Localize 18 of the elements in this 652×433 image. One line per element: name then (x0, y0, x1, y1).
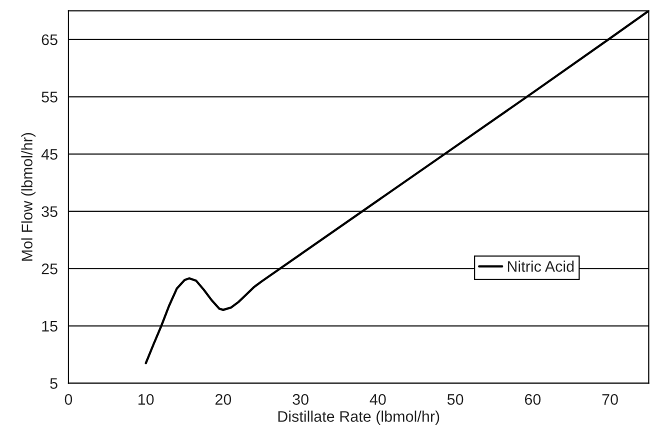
x-tick-label: 0 (64, 394, 72, 405)
x-tick-label: 40 (370, 394, 386, 405)
x-tick-label: 10 (138, 394, 154, 405)
y-tick-label: 65 (42, 34, 58, 46)
x-tick-label: 70 (602, 394, 618, 405)
y-tick-label: 25 (42, 263, 58, 274)
y-axis-title: Mol Flow (lbmol/hr) (21, 133, 36, 261)
y-tick-label: 15 (42, 320, 58, 332)
x-tick-label: 60 (524, 394, 541, 405)
x-tick-label: 50 (447, 394, 464, 405)
y-tick-label: 55 (42, 92, 58, 102)
legend-label: Nitric Acid (508, 260, 574, 272)
x-tick-label: 20 (215, 394, 232, 405)
y-tick-label: 35 (42, 206, 58, 218)
y-tick-label: 45 (41, 149, 58, 160)
x-tick-label: 30 (292, 394, 308, 405)
x-axis-title: Distillate Rate (lbmol/hr) (278, 410, 440, 425)
y-tick-label: 5 (50, 378, 58, 389)
